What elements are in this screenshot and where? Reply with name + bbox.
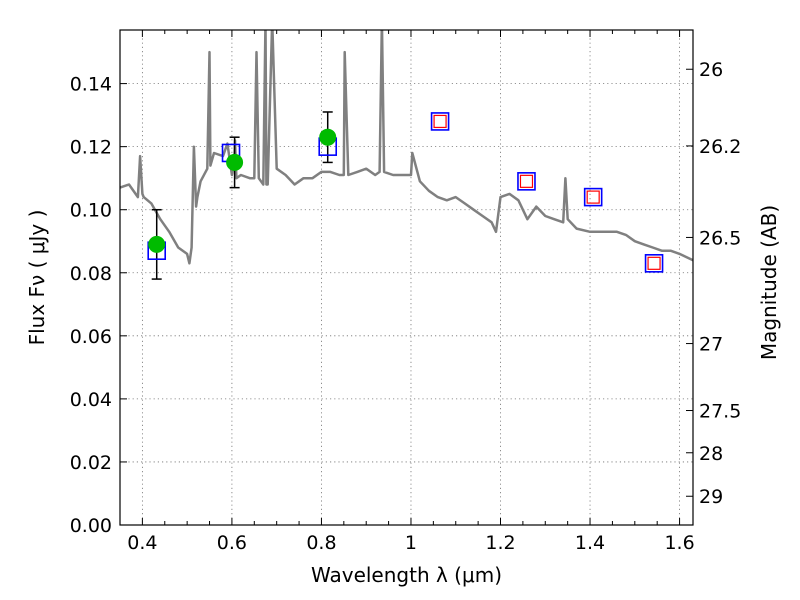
observed-point [148,235,166,253]
y-tick-label: 0.06 [70,326,112,348]
model-point-red [433,114,447,129]
right-tick-label: 26.2 [699,136,741,158]
y-tick-label: 0.00 [70,515,112,537]
x-tick-label: 1.6 [664,532,694,554]
right-tick-label: 27.5 [699,401,741,423]
x-tick-label: 1 [405,532,417,554]
y-tick-label: 0.02 [70,452,112,474]
y-tick-label: 0.08 [70,263,112,285]
x-tick-label: 0.6 [217,532,247,554]
right-tick-label: 29 [699,486,723,508]
axes: 0.4 0.6 0.8 1 1.2 1.4 1.6 0.00 0.02 0.04 0.06 0.08 0… [70,30,741,554]
right-tick-label: 27 [699,334,723,356]
right-tick-label: 26 [699,59,723,81]
plot-frame [119,29,694,526]
right-axis-label: Magnitude (AB) [757,205,781,360]
x-axis-label: Wavelength λ (μm) [311,563,502,587]
sed-model-line [120,30,693,265]
observed-point [319,128,337,146]
x-tick-label: 0.8 [306,532,336,554]
x-tick-label: 0.4 [127,532,157,554]
y-tick-label: 0.04 [70,389,112,411]
model-point-blue [583,187,603,207]
y-tick-label: 0.12 [70,137,112,159]
model-point-blue [644,254,664,273]
observed-point [226,153,244,171]
y-tick-label: 0.10 [70,200,112,222]
model-point-blue [517,172,536,191]
right-tick-label: 28 [699,443,723,465]
model-point-red [519,174,534,188]
model-point-red [647,256,661,270]
x-tick-label: 1.4 [575,532,605,554]
data-series [120,30,693,280]
grid-lines [120,30,693,526]
x-tick-label: 1.2 [485,532,515,554]
right-tick-label: 26.5 [699,227,741,249]
model-point-blue [430,112,450,131]
y-tick-label: 0.14 [70,74,112,96]
y-axis-label: Flux Fν ( μJy ) [25,210,49,346]
model-point-red [586,190,600,204]
